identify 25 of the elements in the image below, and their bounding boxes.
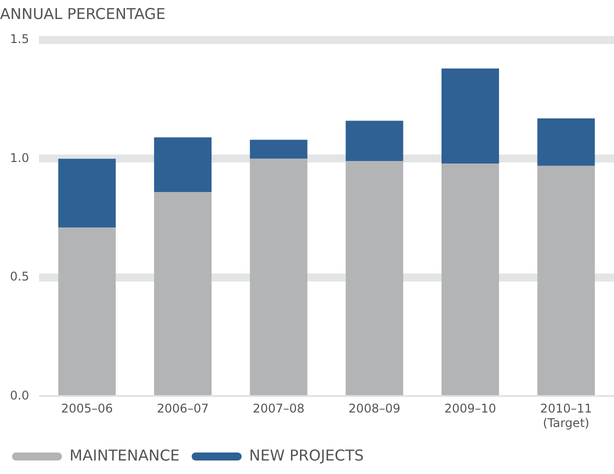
bar bbox=[58, 158, 116, 228]
legend-label: NEW PROJECTS bbox=[249, 446, 364, 464]
y-tick-label: 0.0 bbox=[10, 388, 30, 402]
bar bbox=[346, 120, 404, 162]
bar bbox=[346, 161, 404, 396]
bar bbox=[442, 68, 500, 164]
x-tick-label: 2007–08 bbox=[252, 402, 305, 416]
bar bbox=[250, 140, 308, 159]
bar bbox=[250, 158, 308, 396]
x-tick-label: 2005–06 bbox=[61, 402, 113, 416]
y-tick-label: 0.5 bbox=[10, 270, 30, 284]
bar bbox=[442, 163, 500, 396]
chart-title: ANNUAL PERCENTAGE bbox=[0, 4, 166, 23]
bar bbox=[154, 192, 212, 396]
x-tick-label: 2008–09 bbox=[348, 402, 400, 416]
y-tick-label: 1.0 bbox=[10, 150, 30, 165]
bar bbox=[537, 166, 595, 396]
bar bbox=[154, 137, 212, 192]
bar bbox=[58, 228, 116, 396]
y-tick-label: 1.5 bbox=[10, 32, 30, 46]
bar bbox=[537, 118, 595, 166]
x-tick-label: 2010–11 (Target) bbox=[540, 402, 592, 430]
x-tick-label: 2009–10 bbox=[444, 402, 496, 416]
x-tick-label: 2006–07 bbox=[156, 402, 209, 416]
legend-label: MAINTENANCE bbox=[70, 446, 180, 464]
